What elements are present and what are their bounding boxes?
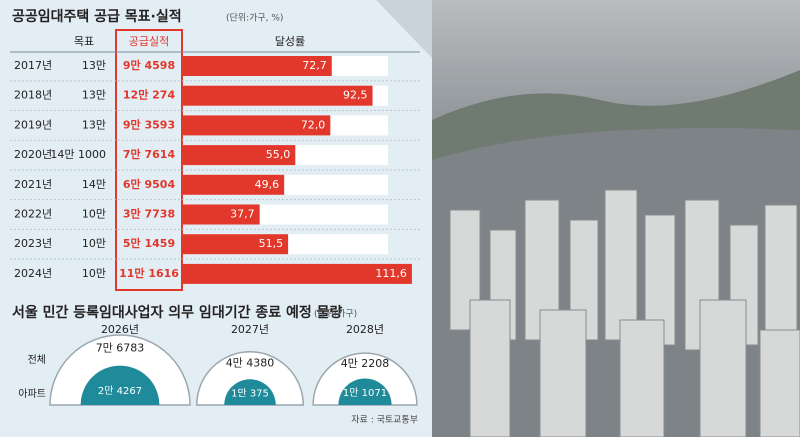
bar (182, 174, 285, 195)
bar (182, 56, 332, 76)
page-curl (376, 0, 432, 58)
column-header: 목표 (74, 35, 94, 48)
value-label: 111,6 (375, 267, 407, 280)
value-label: 92,5 (343, 89, 368, 102)
legend-label: 아파트 (18, 388, 46, 400)
bar (182, 263, 412, 284)
bar (182, 145, 296, 166)
value-label: 51,5 (259, 237, 284, 250)
value-label: 2만 4267 (98, 385, 142, 397)
chart-title: 서울 민간 등록임대사업자 의무 임대기간 종료 예정 물량 (12, 304, 342, 321)
value-label: 7만 6783 (96, 341, 145, 354)
year-label: 2022년 (14, 208, 52, 221)
supply-label: 3만 7738 (123, 207, 175, 221)
year-label: 2027년 (231, 323, 269, 336)
supply-label: 5만 1459 (123, 236, 175, 250)
target-label: 13만 (82, 89, 106, 102)
chart-title: 공공임대주택 공급 목표·실적 (12, 8, 182, 25)
supply-label: 11만 1616 (119, 266, 179, 280)
value-label: 1만 1071 (343, 387, 387, 399)
source: 자료 : 국토교통부 (351, 415, 418, 426)
year-label: 2017년 (14, 59, 52, 72)
supply-label: 7만 7614 (123, 147, 176, 161)
target-label: 14만 (82, 178, 106, 191)
photo (432, 0, 800, 437)
bar (182, 85, 373, 106)
column-header: 달성률 (275, 35, 305, 48)
year-label: 2026년 (101, 323, 139, 336)
semicircle (338, 378, 392, 405)
unit: (단위:가구) (314, 309, 357, 320)
year-label: 2019년 (14, 118, 52, 131)
target-label: 14만 1000 (50, 148, 106, 161)
semicircle (224, 379, 276, 405)
year-label: 2021년 (14, 178, 52, 191)
semicircle (196, 351, 304, 406)
supply-label: 6만 9504 (123, 177, 176, 191)
target-label: 10만 (82, 267, 106, 280)
value-label: 1만 375 (231, 387, 269, 399)
unit: (단위:가구, %) (226, 13, 283, 24)
value-label: 37,7 (230, 208, 255, 221)
target-label: 13만 (82, 118, 106, 131)
year-label: 2023년 (14, 237, 52, 250)
semicircle (80, 365, 160, 405)
supply-label: 9만 4598 (123, 58, 175, 72)
value-label: 72,7 (302, 59, 327, 72)
year-label: 2020년 (14, 148, 52, 161)
year-label: 2018년 (14, 89, 52, 102)
value-label: 72,0 (301, 118, 326, 131)
legend-label: 전체 (28, 354, 46, 366)
bar (182, 234, 289, 255)
target-label: 10만 (82, 237, 106, 250)
column-header: 공급실적 (129, 35, 169, 48)
bar (182, 204, 260, 225)
value-label: 49,6 (255, 178, 280, 191)
year-label: 2028년 (346, 323, 384, 336)
year-label: 2024년 (14, 267, 52, 280)
target-label: 13만 (82, 59, 106, 72)
supply-label: 12만 274 (123, 88, 176, 102)
value-label: 4만 4380 (226, 357, 275, 370)
bar (182, 115, 331, 136)
target-label: 10만 (82, 208, 106, 221)
value-label: 55,0 (266, 148, 291, 161)
supply-label: 9만 3593 (123, 117, 175, 131)
value-label: 4만 2208 (341, 357, 390, 370)
